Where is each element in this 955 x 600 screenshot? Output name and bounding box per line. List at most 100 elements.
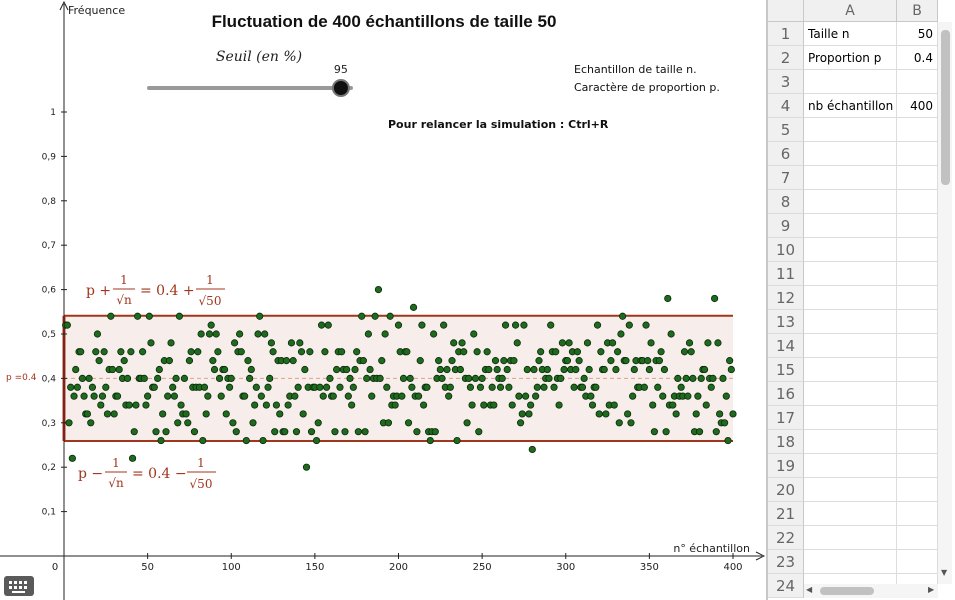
sample-point[interactable] [476, 383, 485, 391]
sample-point[interactable] [202, 410, 210, 418]
sample-point[interactable] [291, 392, 299, 400]
sample-point[interactable] [612, 365, 620, 374]
scroll-right-icon[interactable]: ▶ [928, 585, 935, 594]
sample-point[interactable] [249, 419, 257, 427]
sample-point[interactable] [185, 357, 194, 365]
sample-point[interactable] [236, 330, 244, 338]
sample-point[interactable] [172, 374, 180, 382]
sample-point[interactable] [214, 348, 222, 356]
sample-point[interactable] [301, 365, 309, 374]
sample-point[interactable] [317, 321, 326, 329]
sample-point[interactable] [463, 419, 471, 427]
sample-point[interactable] [194, 348, 202, 356]
sample-point[interactable] [608, 339, 617, 347]
sample-point[interactable] [445, 392, 453, 400]
sample-point[interactable] [644, 357, 652, 365]
sample-point[interactable] [592, 383, 600, 391]
sample-point[interactable] [505, 383, 513, 391]
row-header[interactable]: 22 [768, 526, 804, 550]
sample-point[interactable] [501, 321, 510, 329]
sample-point[interactable] [125, 401, 133, 409]
cell-a4[interactable]: nb échantillon [804, 94, 897, 118]
sample-point[interactable] [491, 357, 500, 365]
sample-point[interactable] [204, 392, 212, 400]
sample-point[interactable] [386, 312, 394, 320]
sample-point[interactable] [359, 357, 367, 365]
sample-point[interactable] [200, 383, 209, 391]
sample-point[interactable] [510, 357, 518, 365]
sample-point[interactable] [446, 383, 454, 391]
sample-point[interactable] [175, 312, 184, 320]
sample-point[interactable] [70, 392, 78, 400]
sample-point[interactable] [712, 428, 720, 436]
sample-point[interactable] [85, 374, 93, 382]
sample-point[interactable] [351, 365, 359, 374]
sample-point[interactable] [266, 374, 274, 382]
scroll-down-icon[interactable]: ▼ [941, 568, 948, 577]
sample-point[interactable] [448, 357, 456, 365]
sample-point[interactable] [572, 365, 580, 374]
sample-point[interactable] [73, 383, 81, 391]
cell-b9[interactable] [897, 214, 938, 238]
row-header[interactable]: 15 [768, 358, 804, 382]
sample-point[interactable] [232, 428, 240, 436]
sample-point[interactable] [726, 357, 734, 365]
sample-point[interactable] [78, 374, 86, 382]
cell-a6[interactable] [804, 142, 897, 166]
sample-point[interactable] [77, 348, 85, 356]
sample-point[interactable] [493, 365, 501, 374]
sample-point[interactable] [473, 348, 481, 356]
sample-point[interactable] [496, 383, 505, 391]
sample-point[interactable] [346, 374, 354, 382]
sample-point[interactable] [443, 365, 451, 374]
sample-point[interactable] [503, 365, 511, 374]
sample-point[interactable] [689, 374, 697, 382]
sample-point[interactable] [157, 436, 165, 445]
sample-point[interactable] [480, 401, 488, 409]
sample-point[interactable] [625, 321, 633, 329]
sample-point[interactable] [478, 374, 486, 382]
row-header[interactable]: 24 [768, 574, 804, 598]
sample-point[interactable] [220, 365, 229, 374]
sample-point[interactable] [654, 383, 662, 391]
column-header-a[interactable]: A [804, 0, 897, 22]
sample-point[interactable] [348, 401, 356, 409]
sample-point[interactable] [530, 365, 538, 374]
sample-point[interactable] [341, 428, 349, 436]
sample-point[interactable] [115, 365, 123, 374]
sample-point[interactable] [110, 410, 118, 418]
sample-point[interactable] [436, 365, 444, 374]
sample-point[interactable] [719, 374, 727, 382]
sample-point[interactable] [667, 330, 675, 338]
sample-point[interactable] [629, 392, 637, 400]
sample-point[interactable] [423, 383, 431, 391]
sample-point[interactable] [383, 383, 391, 391]
sample-point[interactable] [435, 357, 443, 365]
cell-a23[interactable] [804, 550, 897, 574]
sample-point[interactable] [664, 294, 672, 303]
cell-b12[interactable] [897, 286, 938, 310]
sample-point[interactable] [276, 410, 284, 418]
sample-point[interactable] [399, 374, 408, 382]
sample-point[interactable] [237, 348, 245, 356]
sample-point[interactable] [498, 374, 506, 382]
sample-point[interactable] [150, 383, 158, 391]
sample-point[interactable] [177, 401, 185, 409]
sample-point[interactable] [431, 428, 439, 436]
sample-point[interactable] [113, 392, 122, 400]
sample-point[interactable] [613, 348, 622, 356]
sample-point[interactable] [555, 401, 563, 409]
sample-point[interactable] [374, 285, 383, 294]
sample-point[interactable] [682, 374, 690, 382]
sample-point[interactable] [404, 419, 413, 427]
cell-b19[interactable] [897, 454, 938, 478]
sample-point[interactable] [558, 339, 567, 347]
cell-a8[interactable] [804, 190, 897, 214]
sample-point[interactable] [180, 374, 189, 382]
sample-point[interactable] [361, 428, 369, 436]
sample-point[interactable] [162, 428, 170, 436]
sample-point[interactable] [528, 445, 536, 454]
sample-point[interactable] [227, 374, 235, 382]
sample-point[interactable] [525, 410, 533, 418]
sample-point[interactable] [523, 365, 531, 374]
